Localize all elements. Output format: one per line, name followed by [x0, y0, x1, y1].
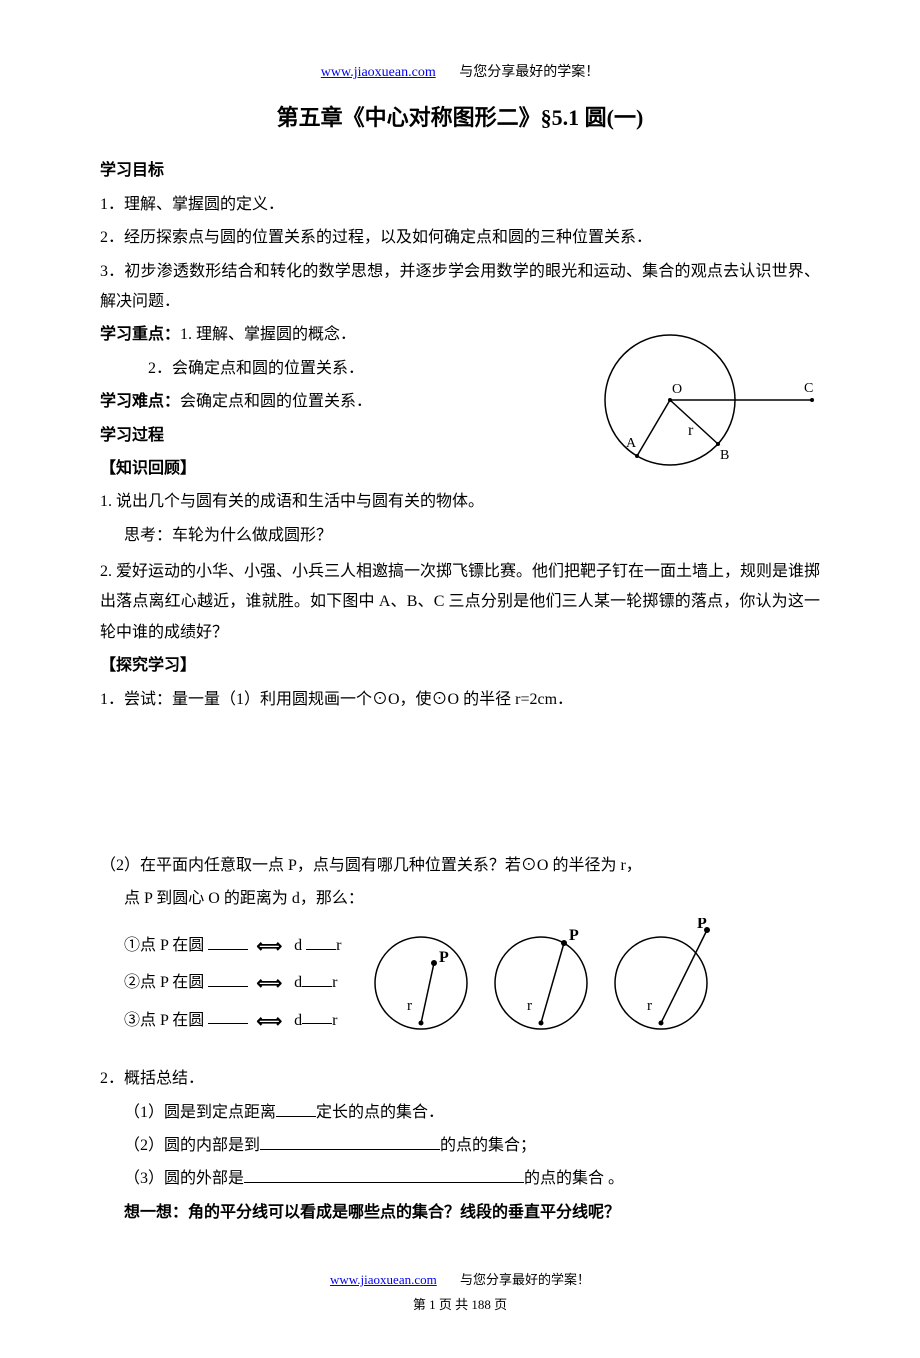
blank: [244, 1167, 524, 1183]
blank: [208, 934, 248, 950]
summary-3: （3）圆的外部是的点的集合 。: [100, 1164, 820, 1194]
page-number: 第 1 页 共 188 页: [413, 1297, 507, 1312]
explore-heading: 【探究学习】: [100, 651, 820, 681]
label-A: A: [626, 436, 637, 451]
keypoint-item: 1. 理解、掌握圆的概念．: [180, 326, 356, 343]
blank: [302, 1008, 332, 1024]
blank: [260, 1134, 440, 1150]
blank: [302, 971, 332, 987]
label-B: B: [720, 448, 729, 463]
header-link[interactable]: www.jiaoxuean.com: [321, 65, 436, 80]
double-arrow-icon: ⟺: [256, 1011, 282, 1031]
explore-part2-intro2: 点 P 到圆心 O 的距离为 d，那么：: [100, 884, 820, 914]
svg-text:P: P: [697, 918, 707, 932]
keypoint-heading: 学习重点：: [100, 326, 180, 343]
svg-text:P: P: [439, 949, 449, 966]
double-arrow-icon: ⟺: [256, 973, 282, 993]
explore-part2-intro: （2）在平面内任意取一点 P，点与圆有哪几种位置关系？若⊙O 的半径为 r，: [100, 851, 820, 881]
footer: www.jiaoxuean.com 与您分享最好的学案！ 第 1 页 共 188…: [100, 1268, 820, 1317]
label-O: O: [672, 382, 682, 397]
svg-text:r: r: [527, 998, 532, 1014]
review-q1-think: 思考：车轮为什么做成圆形？: [100, 521, 820, 551]
difficulty-text: 会确定点和圆的位置关系．: [180, 393, 372, 410]
fill-line-1: ①点 P 在圆 ⟺ d r: [124, 929, 341, 963]
objective-item: 2．经历探索点与圆的位置关系的过程，以及如何确定点和圆的三种位置关系．: [100, 223, 820, 253]
blank: [306, 934, 336, 950]
svg-text:r: r: [647, 998, 652, 1014]
circle-diagram-obc: O A B C r: [580, 325, 820, 496]
blank: [208, 971, 248, 987]
double-arrow-icon: ⟺: [256, 936, 282, 956]
blank: [276, 1101, 316, 1117]
header: www.jiaoxuean.com 与您分享最好的学案！: [100, 60, 820, 87]
drawing-space: [100, 718, 820, 848]
blank: [208, 1008, 248, 1024]
label-r: r: [688, 422, 694, 439]
explore-try: 1．尝试：量一量（1）利用圆规画一个⊙O，使⊙O 的半径 r=2cm．: [100, 685, 820, 715]
header-slogan: 与您分享最好的学案！: [459, 65, 599, 80]
difficulty-heading: 学习难点：: [100, 393, 180, 410]
fill-line-2: ②点 P 在圆 ⟺ dr: [124, 966, 341, 1000]
fill-line-3: ③点 P 在圆 ⟺ dr: [124, 1004, 341, 1038]
objectives-heading: 学习目标: [100, 156, 820, 186]
review-q2: 2. 爱好运动的小华、小强、小兵三人相邀搞一次掷飞镖比赛。他们把靶子钉在一面土墙…: [100, 557, 820, 648]
svg-text:P: P: [569, 927, 579, 944]
footer-slogan: 与您分享最好的学案！: [460, 1272, 590, 1287]
objective-item: 1．理解、掌握圆的定义．: [100, 190, 820, 220]
footer-link[interactable]: www.jiaoxuean.com: [330, 1272, 437, 1287]
three-circles-diagram: P r P r P r: [361, 918, 721, 1049]
svg-text:r: r: [407, 998, 412, 1014]
label-C: C: [804, 381, 813, 396]
summary-2: （2）圆的内部是到的点的集合；: [100, 1131, 820, 1161]
summary-heading: 2．概括总结．: [100, 1064, 820, 1094]
objective-item: 3．初步渗透数形结合和转化的数学思想，并逐步学会用数学的眼光和运动、集合的观点去…: [100, 257, 820, 318]
summary-think: 想一想：角的平分线可以看成是哪些点的集合？线段的垂直平分线呢？: [100, 1198, 820, 1228]
page-title: 第五章《中心对称图形二》§5.1 圆(一): [100, 97, 820, 139]
fill-in-row: ①点 P 在圆 ⟺ d r ②点 P 在圆 ⟺ dr ③点 P 在圆 ⟺ dr …: [100, 918, 820, 1049]
summary-1: （1）圆是到定点距离定长的点的集合．: [100, 1098, 820, 1128]
